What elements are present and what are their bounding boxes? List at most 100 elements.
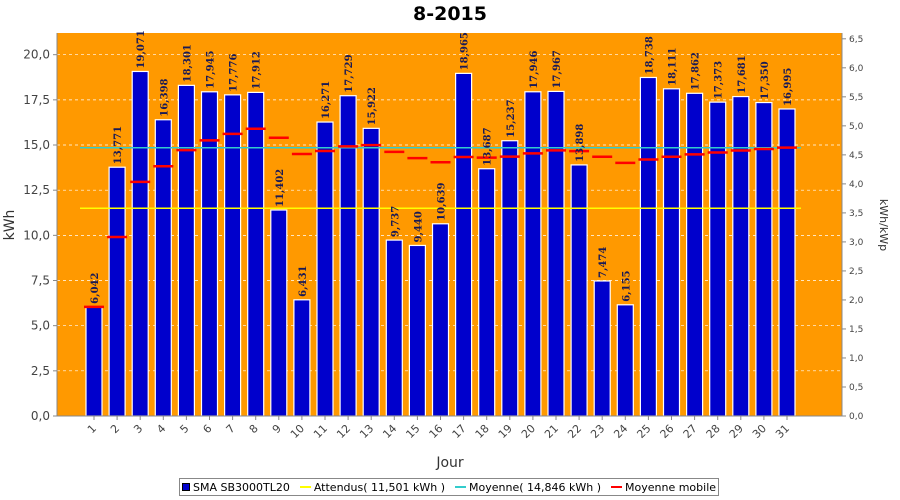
bar-value-label-9: 11,402 (275, 169, 286, 207)
bar-value-label-26: 18,111 (668, 48, 679, 86)
y-tick-label-3: 7,5 (31, 274, 50, 288)
x-axis-label: Jour (435, 455, 464, 471)
x-tick-label-21: 21 (542, 422, 561, 441)
x-tick-label-29: 29 (727, 422, 746, 441)
bar-day-20 (524, 91, 542, 417)
bar-value-label-1: 6,042 (90, 272, 101, 303)
bar-day-22 (570, 164, 588, 417)
bar-day-25 (639, 76, 658, 417)
y-tick-label-4: 10,0 (23, 228, 50, 242)
legend-label-moving-average: Moyenne mobile (625, 480, 717, 494)
x-tick-label-20: 20 (519, 422, 538, 441)
bar-data-labels: 6,042 13,771 19,071 16,398 18,301 17,945 17,77… (90, 30, 794, 304)
bar-value-label-19: 15,237 (506, 99, 517, 137)
y2-tick-label-2: 1,0 (849, 354, 864, 364)
bar-day-2 (108, 166, 126, 417)
bar-value-label-22: 13,898 (575, 124, 586, 162)
y-tick-label-1: 2,5 (31, 364, 50, 378)
legend-label-average: Moyenne( 14,846 kWh ) (469, 480, 602, 494)
x-tick-label-26: 26 (658, 422, 677, 441)
moving-average-series (84, 127, 797, 309)
x-tick-label-11: 11 (311, 422, 330, 441)
y-tick-label-6: 15,0 (23, 138, 50, 152)
y-tick-label-8: 20,0 (23, 48, 50, 62)
y2-tick-label-6: 3,0 (849, 238, 864, 248)
y2-tick-label-4: 2,0 (849, 296, 864, 306)
x-tick-label-14: 14 (380, 422, 399, 441)
x-tick-label-3: 3 (131, 422, 145, 436)
legend: SMA SB3000TL20 Attendus( 11,501 kWh ) Mo… (179, 478, 719, 496)
bar-day-21 (547, 90, 565, 417)
bar-day-18 (478, 168, 496, 417)
x-tick-label-31: 31 (773, 422, 792, 441)
bar-day-13 (362, 127, 380, 417)
y2-tick-label-1: 0,5 (849, 383, 863, 393)
y2-tick-label-11: 5,5 (849, 93, 863, 103)
bar-day-1 (85, 306, 103, 417)
bar-value-label-11: 16,271 (321, 81, 332, 119)
legend-item-moving-average: Moyenne mobile (611, 481, 716, 494)
bar-day-16 (431, 223, 450, 417)
bar-day-23 (593, 280, 611, 417)
x-tick-label-18: 18 (473, 422, 492, 441)
legend-label-expected: Attendus( 11,501 kWh ) (313, 480, 446, 494)
x-tick-label-9: 9 (270, 422, 284, 436)
bar-day-17 (455, 72, 473, 417)
chart-title: 8-2015 (413, 3, 487, 25)
legend-label-production: SMA SB3000TL20 (192, 480, 290, 494)
x-tick-label-8: 8 (247, 422, 261, 436)
reference-lines (80, 147, 801, 209)
y2-tick-label-7: 3,5 (849, 209, 863, 219)
bar-value-label-15: 9,440 (413, 211, 424, 242)
bar-value-label-6: 17,945 (206, 50, 217, 88)
x-tick-label-2: 2 (108, 422, 122, 436)
y-tick-label-0: 0,0 (31, 409, 50, 423)
y2-tick-label-9: 4,5 (849, 151, 863, 161)
bar-day-7 (224, 94, 242, 417)
legend-swatch-moving-average (611, 486, 623, 488)
x-tick-label-30: 30 (750, 422, 769, 441)
x-tick-label-17: 17 (450, 422, 469, 441)
x-tick-label-4: 4 (154, 422, 168, 436)
x-tick-label-6: 6 (200, 422, 214, 436)
legend-swatch-production (181, 483, 190, 491)
bar-value-label-18: 13,687 (483, 127, 494, 165)
bar-day-5 (177, 84, 195, 417)
x-tick-label-12: 12 (334, 422, 353, 441)
x-tick-label-5: 5 (177, 422, 191, 436)
bar-value-label-14: 9,737 (390, 206, 401, 237)
bar-value-label-2: 13,771 (113, 126, 124, 164)
y2-axis-ticks: 0,0 0,5 1,0 1,5 2,0 2,5 3,0 3,5 4,0 4,5 5,0 5,5 6,0 6… (842, 35, 864, 422)
y2-tick-label-12: 6,0 (849, 64, 864, 74)
x-tick-label-15: 15 (403, 422, 422, 441)
bar-value-label-4: 16,398 (159, 78, 170, 116)
x-tick-label-10: 10 (288, 422, 307, 441)
x-tick-label-19: 19 (496, 422, 515, 441)
bar-day-24 (616, 304, 634, 417)
y2-tick-label-3: 1,5 (849, 325, 863, 335)
y2-tick-label-10: 5,0 (849, 122, 864, 132)
bar-day-26 (662, 88, 681, 417)
bar-day-9 (270, 209, 288, 417)
x-tick-label-28: 28 (704, 422, 723, 441)
legend-swatch-expected (299, 486, 311, 488)
y-tick-label-5: 12,5 (23, 183, 50, 197)
bar-value-label-21: 17,967 (552, 50, 563, 88)
x-tick-label-22: 22 (565, 422, 584, 441)
bar-value-label-3: 19,071 (136, 30, 147, 68)
y-axis-ticks: 0,0 2,5 5,0 7,5 10,0 12,5 15,0 17,5 20,0 (23, 48, 57, 423)
bar-value-label-23: 7,474 (598, 247, 609, 278)
bar-value-label-13: 15,922 (367, 87, 378, 125)
bar-series (85, 70, 796, 417)
y2-tick-label-8: 4,0 (849, 180, 864, 190)
bar-value-label-10: 6,431 (298, 265, 309, 296)
bar-day-14 (385, 239, 403, 417)
bar-value-label-8: 17,912 (252, 51, 263, 89)
bar-value-label-7: 17,776 (229, 54, 240, 92)
x-tick-label-16: 16 (427, 422, 446, 441)
bar-day-11 (316, 121, 334, 417)
bar-value-label-27: 17,862 (691, 52, 702, 90)
y2-tick-label-13: 6,5 (849, 35, 863, 45)
legend-item-production: SMA SB3000TL20 (181, 480, 290, 494)
